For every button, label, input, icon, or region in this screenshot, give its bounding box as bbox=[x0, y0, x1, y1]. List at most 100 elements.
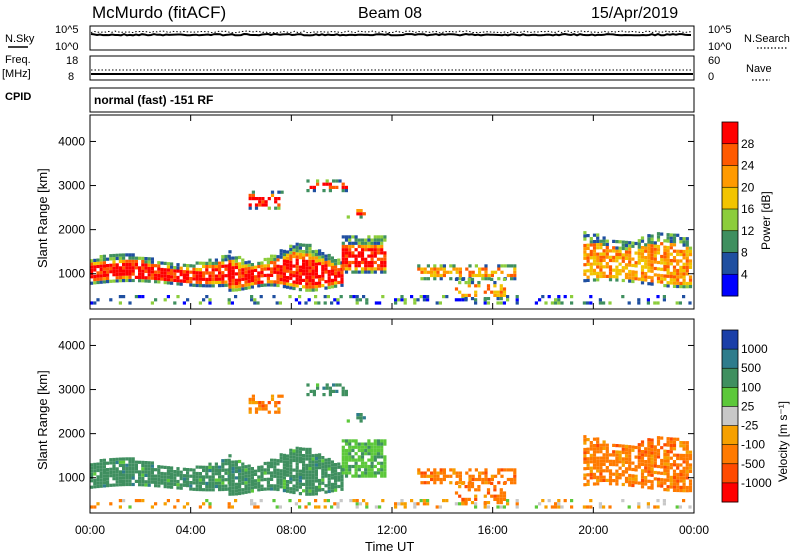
power-cell bbox=[221, 277, 225, 281]
power-cell bbox=[160, 271, 164, 275]
velocity-cell bbox=[247, 470, 251, 475]
power-cell bbox=[605, 252, 609, 256]
nsky-label: N.Sky bbox=[5, 33, 35, 45]
velocity-cell bbox=[324, 484, 328, 488]
power-cell bbox=[634, 264, 638, 268]
power-cell bbox=[586, 246, 590, 250]
velocity-cell bbox=[357, 458, 361, 462]
power-cell bbox=[276, 271, 280, 275]
velocity-cell bbox=[334, 475, 338, 479]
power-cell bbox=[362, 212, 366, 216]
nsky-tick-bottom: 10^0 bbox=[55, 41, 79, 53]
velocity-cell bbox=[263, 471, 267, 475]
velocity-cell bbox=[115, 457, 119, 461]
velocity-cell bbox=[173, 470, 177, 474]
velocity-cell bbox=[221, 462, 225, 466]
velocity-cell bbox=[656, 471, 661, 475]
power-cell bbox=[244, 264, 248, 268]
velocity-cell bbox=[383, 458, 387, 462]
power-cell bbox=[170, 265, 174, 269]
velocity-cell bbox=[144, 464, 148, 468]
velocity-cell bbox=[93, 478, 97, 482]
velocity-cell bbox=[134, 499, 138, 503]
velocity-cell bbox=[163, 465, 167, 469]
velocity-cell bbox=[228, 470, 232, 474]
velocity-cell bbox=[324, 464, 328, 469]
power-cell bbox=[298, 288, 302, 292]
velocity-cell bbox=[302, 470, 306, 474]
power-cell bbox=[330, 259, 334, 263]
velocity-cell bbox=[426, 502, 430, 506]
velocity-cell bbox=[298, 450, 302, 454]
power-cell bbox=[442, 267, 446, 271]
power-cell bbox=[605, 242, 609, 246]
velocity-cell bbox=[640, 459, 645, 463]
power-cell bbox=[261, 203, 265, 207]
velocity-cell bbox=[312, 393, 316, 397]
velocity-cell bbox=[308, 467, 312, 471]
velocity-cell bbox=[295, 488, 299, 492]
power-cell bbox=[286, 256, 290, 260]
velocity-cell bbox=[357, 474, 361, 478]
power-cell bbox=[637, 248, 641, 252]
power-cell bbox=[244, 277, 248, 281]
velocity-cell bbox=[231, 473, 235, 477]
velocity-cell bbox=[583, 441, 587, 445]
velocity-cell bbox=[138, 473, 142, 477]
power-cell bbox=[608, 255, 613, 259]
power-cell bbox=[314, 259, 318, 263]
power-cell bbox=[688, 275, 693, 279]
power-cell bbox=[455, 270, 459, 274]
velocity-cell bbox=[449, 481, 453, 485]
velocity-cell bbox=[666, 485, 670, 489]
power-cell bbox=[305, 272, 309, 276]
velocity-cell bbox=[289, 448, 293, 452]
power-cell bbox=[637, 298, 641, 302]
power-cell bbox=[314, 285, 318, 289]
power-cell bbox=[198, 261, 202, 265]
power-cell bbox=[653, 273, 657, 277]
power-cell bbox=[634, 277, 638, 281]
y-tick-label: 4000 bbox=[58, 338, 85, 352]
power-cell bbox=[467, 284, 471, 288]
power-cell bbox=[163, 281, 167, 285]
power-cell bbox=[244, 270, 248, 274]
power-cell bbox=[644, 259, 648, 263]
velocity-cell bbox=[311, 463, 315, 467]
velocity-cell bbox=[380, 452, 384, 456]
power-cell bbox=[276, 274, 280, 278]
power-cell bbox=[435, 301, 439, 305]
velocity-cell bbox=[662, 499, 666, 503]
velocity-cell bbox=[308, 470, 312, 474]
power-cell bbox=[634, 261, 638, 265]
velocity-cell bbox=[238, 485, 242, 489]
nave-tick-bottom: 0 bbox=[708, 71, 714, 83]
velocity-cell bbox=[305, 447, 309, 451]
velocity-cell bbox=[340, 481, 344, 485]
velocity-cell bbox=[423, 481, 427, 485]
velocity-cell bbox=[318, 482, 322, 486]
velocity-cell bbox=[214, 481, 218, 485]
velocity-cell bbox=[373, 448, 377, 453]
velocity-cell bbox=[471, 474, 475, 478]
velocity-cell bbox=[99, 481, 103, 485]
velocity-cell bbox=[327, 467, 331, 471]
power-cell bbox=[618, 272, 622, 276]
velocity-cell bbox=[615, 444, 619, 448]
power-cell bbox=[128, 256, 132, 260]
power-cell bbox=[99, 267, 103, 271]
power-cell bbox=[305, 247, 309, 251]
power-cell bbox=[282, 285, 286, 289]
power-cell bbox=[192, 277, 196, 281]
velocity-cell bbox=[477, 488, 481, 492]
velocity-cell bbox=[270, 477, 274, 481]
power-cell bbox=[289, 244, 293, 248]
velocity-cell bbox=[327, 486, 331, 490]
power-cell bbox=[295, 284, 299, 288]
velocity-cell bbox=[192, 487, 196, 491]
velocity-cell bbox=[208, 502, 212, 506]
power-cell bbox=[583, 247, 587, 251]
velocity-cell bbox=[403, 505, 407, 509]
power-cell bbox=[458, 290, 462, 294]
velocity-cell bbox=[672, 472, 677, 476]
